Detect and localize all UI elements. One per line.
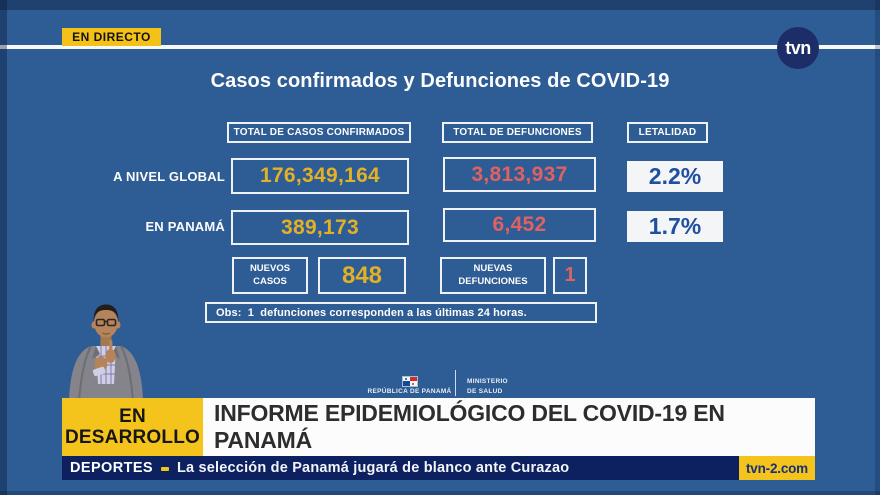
global-deaths-value: 3,813,937	[443, 157, 596, 192]
frame-edge-right	[875, 0, 880, 495]
column-header-lethality: LETALIDAD	[627, 122, 708, 143]
top-divider-line	[0, 45, 880, 49]
frame-edge-top	[0, 0, 880, 10]
global-confirmed-value: 176,349,164	[231, 158, 409, 194]
headline-line2: PANAMÁ	[214, 427, 313, 453]
ticker-separator-icon	[160, 467, 169, 471]
new-deaths-value: 1	[553, 257, 587, 294]
new-deaths-label: NUEVAS DEFUNCIONES	[440, 257, 546, 294]
ministry-line2: DE SALUD	[467, 387, 503, 395]
new-cases-value: 848	[318, 257, 406, 294]
headline-banner: INFORME EPIDEMIOLÓGICO DEL COVID-19 EN P…	[203, 398, 815, 456]
developing-tag-line2: DESARROLLO	[65, 427, 200, 448]
ticker-category: DEPORTES	[70, 460, 153, 476]
frame-edge-bottom	[0, 491, 880, 495]
news-ticker: DEPORTES La selección de Panamá jugará d…	[62, 456, 815, 480]
panama-confirmed-value: 389,173	[231, 210, 409, 245]
ministry-line1: MINISTERIO	[467, 378, 508, 385]
government-logos: REPÚBLICA DE PANAMÁ MINISTERIO DE SALUD	[350, 368, 540, 400]
observation-note: Obs: 1 defunciones corresponden a las úl…	[205, 302, 597, 323]
panama-lethality-value: 1.7%	[627, 211, 723, 242]
headline-line1: INFORME EPIDEMIOLÓGICO DEL COVID-19 EN	[214, 399, 725, 426]
logo-divider	[455, 370, 456, 396]
developing-tag-line1: EN	[119, 405, 146, 427]
republic-logo: REPÚBLICA DE PANAMÁ	[352, 368, 467, 395]
global-lethality-value: 2.2%	[627, 161, 723, 192]
page-title: Casos confirmados y Defunciones de COVID…	[210, 70, 670, 92]
tvn-channel-logo: tvn	[777, 27, 819, 69]
column-header-confirmed: TOTAL DE CASOS CONFIRMADOS	[227, 122, 411, 143]
column-header-deaths: TOTAL DE DEFUNCIONES	[442, 122, 593, 143]
ticker-headline: La selección de Panamá jugará de blanco …	[176, 460, 570, 476]
new-cases-label: NUEVOS CASOS	[232, 257, 308, 294]
live-badge: EN DIRECTO	[62, 28, 161, 46]
panama-flag-icon	[401, 375, 418, 387]
row-label-global: A NIVEL GLOBAL	[113, 169, 225, 184]
republic-label: REPÚBLICA DE PANAMÁ	[367, 388, 452, 395]
developing-tag: EN DESARROLLO	[62, 398, 203, 456]
row-label-panama: EN PANAMÁ	[145, 219, 225, 234]
ministry-label: MINISTERIO DE SALUD	[467, 377, 508, 397]
sign-language-interpreter	[69, 304, 143, 401]
tvn-logo-text: tvn	[785, 37, 811, 58]
ticker-website: tvn-2.com	[739, 456, 815, 480]
frame-edge-left	[0, 0, 7, 495]
panama-deaths-value: 6,452	[443, 208, 596, 242]
